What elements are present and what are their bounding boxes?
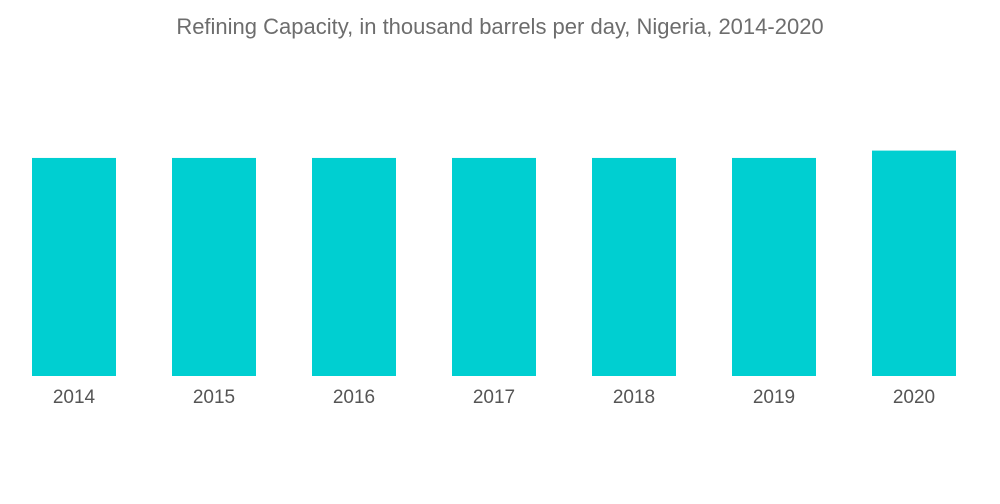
bar-2014 [32, 157, 116, 376]
bar-2017 [452, 157, 536, 376]
x-tick-label-2015: 2015 [193, 387, 235, 408]
x-tick-label-2020: 2020 [893, 387, 935, 408]
bar-2019 [732, 157, 816, 376]
x-tick-label-2016: 2016 [333, 387, 375, 408]
bar-2020 [872, 150, 956, 376]
x-tick-label-2017: 2017 [473, 387, 515, 408]
bar-2018 [592, 157, 676, 376]
x-tick-label-2014: 2014 [53, 387, 96, 408]
x-tick-label-2018: 2018 [613, 387, 655, 408]
bar-2016 [312, 157, 396, 376]
chart-title: Refining Capacity, in thousand barrels p… [176, 14, 824, 39]
x-tick-label-2019: 2019 [753, 387, 795, 408]
bar-2015 [172, 157, 256, 376]
